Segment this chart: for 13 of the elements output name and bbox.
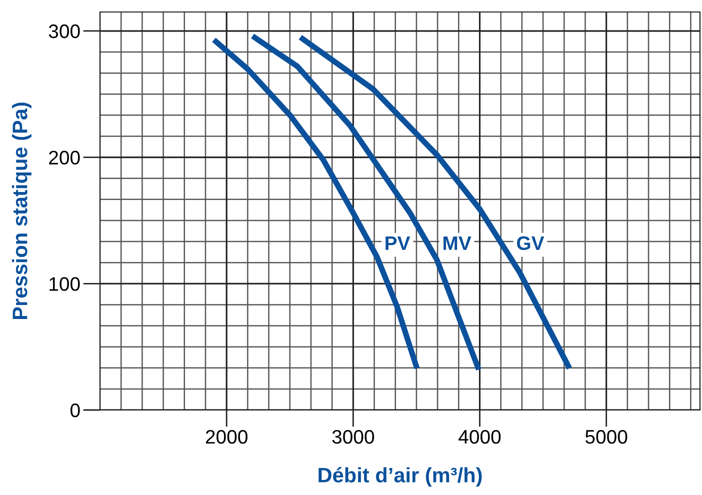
series-label: MV (444, 236, 472, 250)
y-tick-label: 200 (49, 150, 80, 165)
series-label: PV (386, 236, 410, 250)
x-axis-title: Débit d’air (m³/h) (318, 467, 482, 487)
x-tick-label: 2000 (206, 430, 248, 444)
y-tick-label: 0 (70, 403, 80, 418)
series-label: GV (516, 236, 544, 250)
y-tick-label: 100 (50, 277, 80, 291)
y-tick-label: 300 (48, 24, 80, 38)
x-tick-label: 5000 (585, 430, 628, 444)
x-tick-label: 4000 (458, 430, 501, 444)
x-tick-label: 3000 (332, 430, 374, 444)
y-axis-title: Pression statique (Pa) (12, 102, 32, 320)
